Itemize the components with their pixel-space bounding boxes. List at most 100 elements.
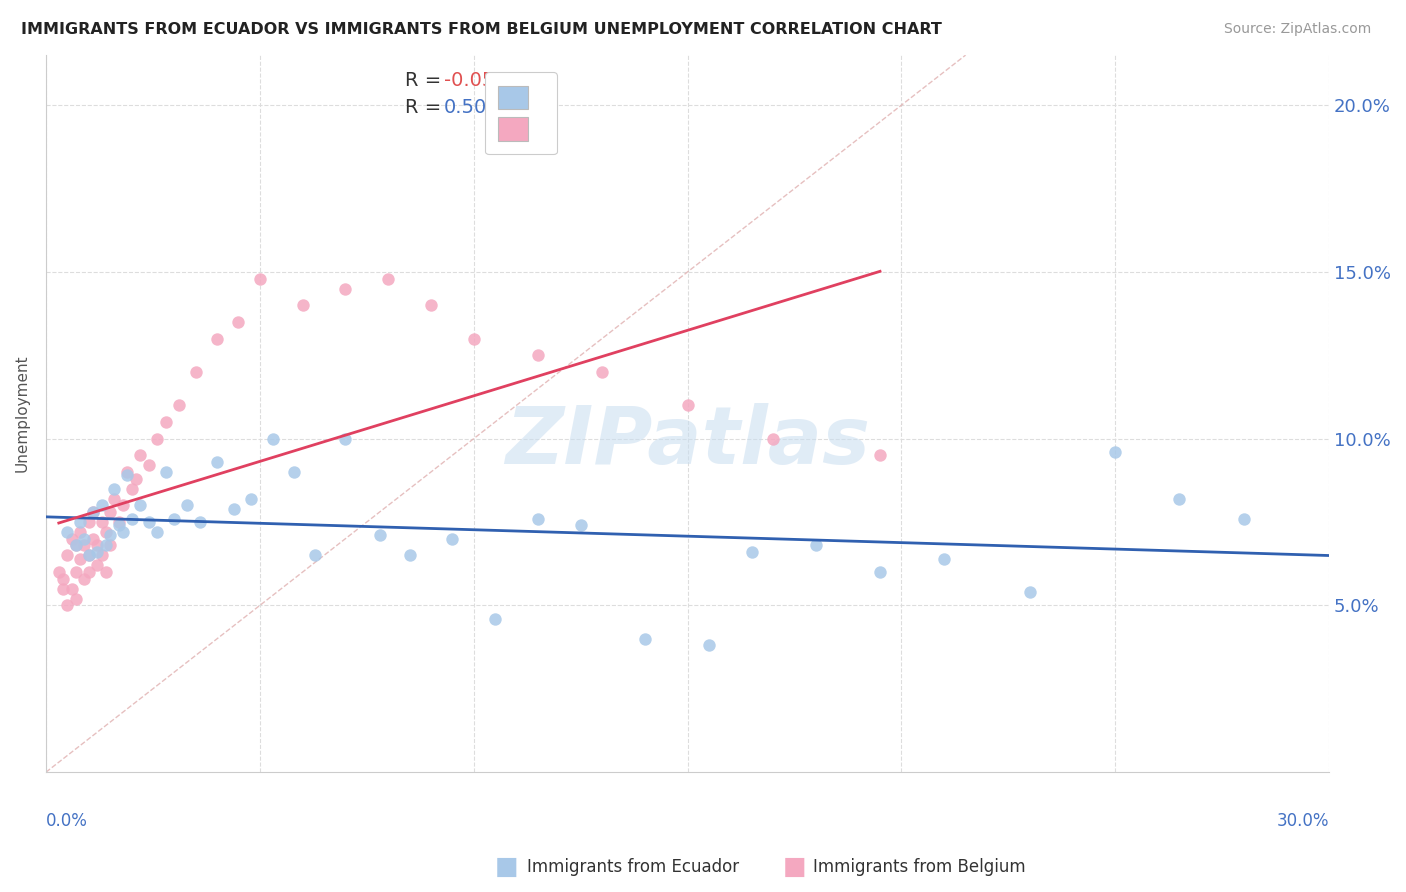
Text: -0.051: -0.051: [444, 70, 506, 90]
Point: [121, 482, 143, 496]
Point: [869, 565, 891, 579]
Point: [73, 538, 96, 552]
Point: [205, 332, 228, 346]
Point: [52, 572, 75, 586]
Point: [82, 505, 104, 519]
Point: [65, 591, 87, 606]
Point: [107, 518, 129, 533]
Text: 52: 52: [531, 98, 555, 117]
Point: [115, 465, 138, 479]
Point: [262, 432, 284, 446]
Point: [527, 512, 550, 526]
Point: [634, 632, 657, 646]
Point: [224, 501, 246, 516]
Point: [77, 565, 100, 579]
Point: [527, 348, 550, 362]
Point: [934, 551, 956, 566]
Point: [741, 545, 763, 559]
Point: [240, 491, 263, 506]
Point: [65, 538, 87, 552]
Point: [77, 549, 100, 563]
Point: [103, 482, 125, 496]
Point: [167, 398, 190, 412]
Point: [441, 532, 464, 546]
Point: [188, 515, 211, 529]
Point: [1232, 512, 1254, 526]
Point: [86, 558, 108, 573]
Point: [48, 565, 70, 579]
Point: [419, 298, 441, 312]
Point: [591, 365, 613, 379]
Point: [304, 549, 326, 563]
Point: [90, 515, 112, 529]
Point: [138, 515, 160, 529]
Point: [569, 518, 592, 533]
Point: [77, 549, 100, 563]
Point: [56, 549, 79, 563]
Text: Source: ZipAtlas.com: Source: ZipAtlas.com: [1223, 22, 1371, 37]
Point: [249, 271, 271, 285]
Point: [90, 499, 112, 513]
Point: [103, 491, 125, 506]
Point: [82, 505, 104, 519]
Point: [52, 582, 75, 596]
Point: [60, 532, 83, 546]
Point: [94, 538, 117, 552]
Point: [804, 538, 827, 552]
Point: [146, 432, 169, 446]
Point: [115, 468, 138, 483]
Point: [94, 524, 117, 539]
Point: [69, 551, 91, 566]
Point: [111, 499, 134, 513]
Point: [228, 315, 250, 329]
Point: [94, 565, 117, 579]
Point: [155, 415, 177, 429]
Point: [377, 271, 399, 285]
Point: [484, 612, 506, 626]
Point: [155, 465, 177, 479]
Point: [463, 332, 485, 346]
Point: [762, 432, 785, 446]
Point: [869, 448, 891, 462]
Point: [125, 472, 148, 486]
Point: [283, 465, 305, 479]
Point: [398, 549, 420, 563]
Point: [69, 515, 91, 529]
Text: 30.0%: 30.0%: [1277, 812, 1329, 830]
Point: [1104, 445, 1126, 459]
Text: Immigrants from Belgium: Immigrants from Belgium: [813, 858, 1025, 876]
Point: [335, 432, 357, 446]
Point: [176, 499, 198, 513]
Point: [65, 565, 87, 579]
Point: [184, 365, 207, 379]
Point: [73, 572, 96, 586]
Text: N =: N =: [491, 70, 547, 90]
Point: [77, 515, 100, 529]
Point: [697, 639, 720, 653]
Point: [121, 512, 143, 526]
Point: [205, 455, 228, 469]
Point: [98, 528, 121, 542]
Point: [82, 532, 104, 546]
Text: 0.0%: 0.0%: [46, 812, 87, 830]
Text: ■: ■: [495, 855, 517, 879]
Point: [138, 458, 160, 473]
Point: [163, 512, 186, 526]
Legend: , : ,: [485, 72, 557, 154]
Point: [65, 538, 87, 552]
Text: ■: ■: [783, 855, 806, 879]
Point: [676, 398, 699, 412]
Text: Immigrants from Ecuador: Immigrants from Ecuador: [527, 858, 740, 876]
Text: R =: R =: [405, 70, 447, 90]
Point: [69, 524, 91, 539]
Text: 0.500: 0.500: [444, 98, 499, 117]
Point: [368, 528, 391, 542]
Point: [73, 532, 96, 546]
Point: [56, 599, 79, 613]
Point: [291, 298, 314, 312]
Point: [98, 505, 121, 519]
Y-axis label: Unemployment: Unemployment: [15, 355, 30, 473]
Point: [86, 545, 108, 559]
Point: [146, 524, 169, 539]
Point: [129, 448, 152, 462]
